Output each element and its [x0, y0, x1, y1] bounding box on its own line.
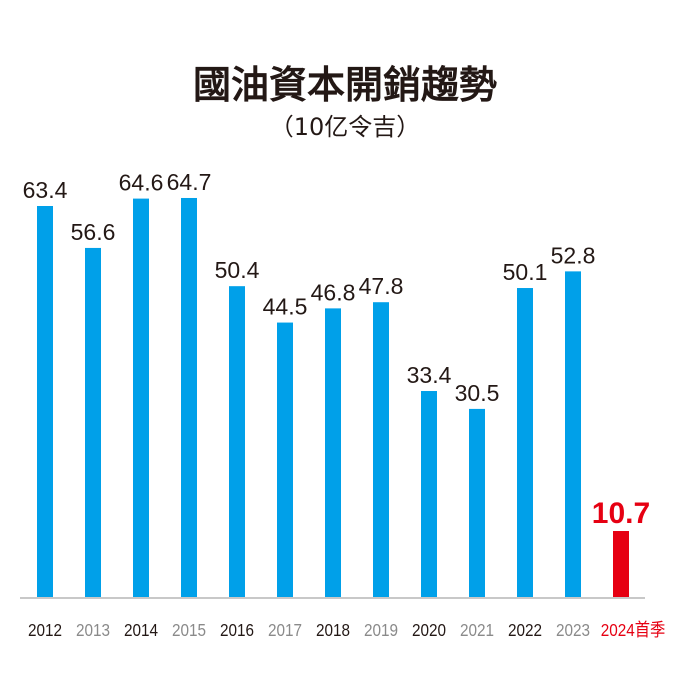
x-tick-label-2016: 2016 — [220, 620, 254, 640]
chart-title: 國油資本開銷趨勢 — [193, 63, 497, 107]
bar-2016 — [229, 286, 245, 597]
bar-2024首季 — [613, 531, 629, 597]
x-tick-label-2020: 2020 — [412, 620, 446, 640]
value-label-2013: 56.6 — [71, 219, 116, 245]
bar-2012 — [37, 206, 53, 597]
value-label-2020: 33.4 — [407, 362, 452, 388]
x-tick-label-2021: 2021 — [460, 620, 494, 640]
x-tick-label-2024首季: 2024首季 — [601, 620, 666, 640]
bar-2020 — [421, 391, 437, 597]
x-tick-label-2023: 2023 — [556, 620, 590, 640]
x-tick-label-2014: 2014 — [124, 620, 158, 640]
bar-2015 — [181, 197, 197, 597]
x-tick-label-2015: 2015 — [172, 620, 206, 640]
bar-2017 — [277, 322, 293, 597]
bar-2014 — [133, 198, 149, 597]
x-tick-label-2012: 2012 — [28, 620, 62, 640]
x-tick-label-2013: 2013 — [76, 620, 110, 640]
x-tick-label-2018: 2018 — [316, 620, 350, 640]
bar-2021 — [469, 408, 485, 597]
value-label-2023: 52.8 — [551, 242, 596, 268]
bar-2022 — [517, 288, 533, 597]
bar-2023 — [565, 271, 581, 597]
value-label-2019: 47.8 — [359, 273, 404, 299]
bars-group: 63.4 2012 56.6 2013 64.6 2014 64.7 2015 50.4 2016… — [23, 169, 666, 640]
value-label-2015: 64.7 — [167, 169, 212, 195]
bar-2019 — [373, 302, 389, 597]
value-label-2016: 50.4 — [215, 257, 260, 283]
x-tick-label-2022: 2022 — [508, 620, 542, 640]
value-label-2018: 46.8 — [311, 279, 356, 305]
bar-2013 — [85, 247, 101, 598]
value-label-2024首季: 10.7 — [592, 497, 650, 530]
value-label-2017: 44.5 — [263, 294, 308, 320]
x-tick-label-2019: 2019 — [364, 620, 398, 640]
chart-subtitle: （10亿令吉） — [270, 113, 421, 141]
value-label-2012: 63.4 — [23, 177, 68, 203]
bar-2018 — [325, 308, 341, 597]
value-label-2021: 30.5 — [455, 380, 500, 406]
value-label-2022: 50.1 — [503, 259, 548, 285]
x-tick-label-2017: 2017 — [268, 620, 302, 640]
value-label-2014: 64.6 — [119, 170, 164, 196]
